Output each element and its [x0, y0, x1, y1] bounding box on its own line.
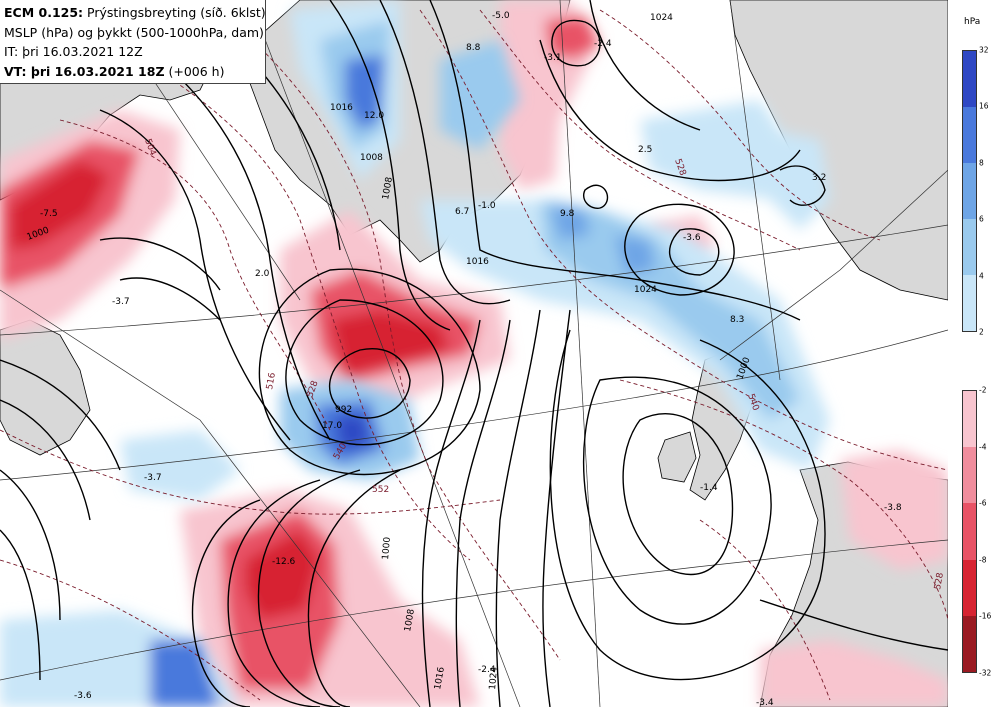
legend-color-segment	[963, 391, 976, 448]
legend-tick: 8	[979, 158, 984, 168]
legend-color-segment	[963, 107, 976, 163]
model-name: ECM 0.125:	[4, 5, 84, 20]
change-label: -5.0	[492, 11, 510, 21]
legend-color-segment	[963, 615, 976, 672]
legend-tick: 2	[979, 327, 984, 337]
legend-tick: -16	[979, 611, 992, 621]
change-label: 3.2	[812, 173, 826, 183]
change-label: 9.8	[560, 209, 575, 219]
change-label: -3.1	[544, 53, 562, 63]
forecast-step: (+006 h)	[168, 63, 225, 79]
change-label: 6.7	[455, 207, 469, 217]
thickness-label: 552	[372, 485, 389, 495]
legend-tick: -8	[979, 555, 987, 565]
isobar-label: 1008	[403, 608, 417, 633]
change-label: 17.0	[322, 421, 342, 431]
legend-color-segment	[963, 275, 976, 331]
legend-tick: -4	[979, 442, 987, 452]
thickness-label: 516	[265, 372, 278, 391]
change-label: -3.6	[683, 233, 701, 243]
legend-tick: 32	[979, 45, 989, 55]
legend-falling-colorbar	[962, 50, 977, 332]
thickness-label: 528	[933, 572, 946, 591]
product-name: Prýstingsbreyting (síð. 6klst)	[87, 5, 266, 20]
isobar-label: 1016	[330, 103, 353, 113]
change-label: -3.7	[144, 473, 162, 483]
thickness-contours	[0, 9, 949, 701]
change-label: 2.5	[638, 145, 652, 155]
legend-color-segment	[963, 559, 976, 616]
isobar-label: 1024	[488, 666, 500, 690]
isobar-label: 1008	[360, 153, 383, 163]
legend-tick: -2	[979, 385, 987, 395]
change-label: -3.6	[74, 691, 92, 701]
isobar-label: 1024	[650, 13, 673, 23]
legend-tick: 16	[979, 101, 989, 111]
isobars	[0, 0, 949, 707]
isobar-label: 1016	[433, 666, 447, 691]
change-label: -3.4	[756, 698, 774, 707]
isobar-label: 1000	[381, 536, 393, 560]
pressure-change-labels: -5.0 -2.4 -3.1 8.8 12.0 2.5 3.2 -3.7 2.0…	[40, 11, 902, 707]
legend-rising-colorbar	[962, 390, 977, 673]
change-label: 12.0	[364, 111, 384, 121]
change-label: -2.4	[478, 665, 496, 675]
change-label: -12.6	[272, 557, 296, 567]
legend-tick: 6	[979, 214, 984, 224]
legend-color-segment	[963, 503, 976, 560]
info-line-fields: MSLP (hPa) og þykkt (500-1000hPa, dam)	[4, 24, 264, 40]
change-label: 8.3	[730, 315, 744, 325]
isobar-label: 1016	[466, 257, 489, 267]
change-label: -7.5	[40, 209, 58, 219]
legend-tick: -32	[979, 668, 992, 678]
change-label: -3.8	[884, 503, 902, 513]
change-label: -1.0	[478, 201, 496, 211]
isobar-label: 1024	[634, 285, 657, 295]
isobar-label: 1008	[381, 176, 395, 201]
pressure-fall-shading	[0, 0, 830, 707]
legend-color-segment	[963, 163, 976, 219]
change-label: -3.7	[112, 297, 130, 307]
change-label: -2.4	[594, 39, 612, 49]
change-label: -1.4	[700, 483, 718, 493]
valid-time: VT: þri 16.03.2021 18Z	[4, 63, 165, 79]
legend-tick: -6	[979, 498, 987, 508]
isobar-label: 992	[335, 405, 352, 415]
info-line-valid-time: VT: þri 16.03.2021 18Z (+006 h)	[4, 62, 265, 82]
map-info-box: ECM 0.125: Prýstingsbreyting (síð. 6klst…	[0, 0, 266, 84]
change-label: 2.0	[255, 269, 270, 279]
legend-tick: 4	[979, 271, 984, 281]
legend-color-segment	[963, 219, 976, 275]
legend-color-segment	[963, 51, 976, 107]
info-line-title: ECM 0.125: Prýstingsbreyting (síð. 6klst…	[4, 3, 266, 23]
info-line-init-time: IT: þri 16.03.2021 12Z	[4, 44, 143, 59]
legend-color-segment	[963, 447, 976, 504]
land-labrador	[0, 319, 91, 456]
land-ireland	[657, 431, 697, 483]
change-label: 8.8	[466, 43, 481, 53]
legend-unit: hPa	[964, 17, 981, 27]
